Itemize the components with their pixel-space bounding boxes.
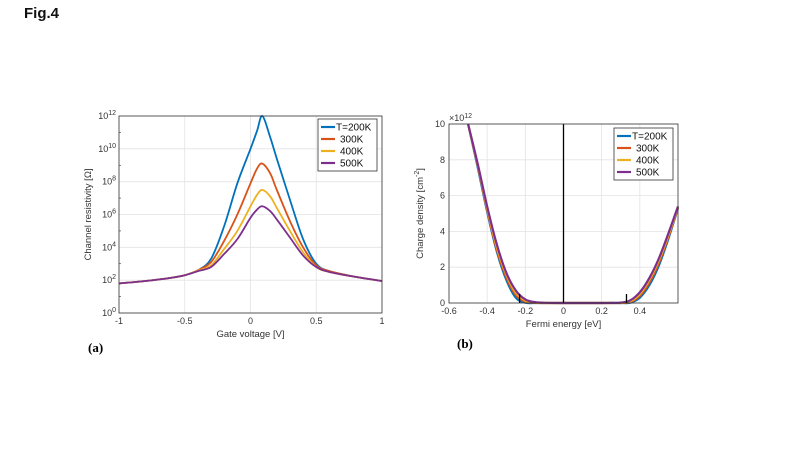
x-tick-label: 0.4	[634, 306, 647, 316]
y-tick-label: 8	[440, 155, 445, 165]
y-tick-label: 100	[102, 307, 116, 318]
y-tick-label: 10	[435, 119, 445, 129]
chart-b: -0.6 -0.4 -0.2 0 0.2 0.4 0 2 4 6 8 10 T=200K300K400K…	[414, 113, 680, 351]
x-tick-label: 0.2	[595, 306, 608, 316]
y-tick-label: 108	[102, 176, 116, 187]
y-tick-label: 6	[440, 191, 445, 201]
y-tick-label: 1010	[98, 143, 116, 154]
axes-box	[448, 123, 679, 304]
chart-a: -1 -0.5 0 0.5 1 100 102 104 106 108 1010 1012 T=200K…	[83, 110, 385, 355]
figure-title: Fig.4	[24, 5, 60, 22]
x-tick-label: -0.2	[518, 306, 534, 316]
legend-label: 300K	[340, 135, 364, 146]
legend-label: 500K	[340, 159, 364, 170]
legend-label: 500K	[636, 168, 660, 179]
x-tick-label: 0	[248, 316, 253, 326]
panel-label-a: (a)	[88, 340, 103, 355]
legend-label: 400K	[636, 156, 660, 167]
y-axis-label: Charge density [cm-2]	[414, 168, 426, 259]
x-axis-label: Gate voltage [V]	[216, 329, 284, 340]
y-tick-label: 106	[102, 209, 116, 220]
legend-label: T=200K	[632, 132, 668, 143]
y-tick-label: 102	[102, 274, 116, 285]
legend-label: 300K	[636, 144, 660, 155]
y-tick-label: 2	[440, 262, 445, 272]
x-tick-label: -0.6	[441, 306, 457, 316]
panel-label-b: (b)	[457, 336, 473, 351]
y-tick-label: 1012	[98, 110, 116, 121]
x-tick-label: -0.5	[177, 316, 193, 326]
x-tick-label: -1	[115, 316, 123, 326]
y-multiplier: ×1012	[449, 113, 472, 123]
x-axis-label: Fermi energy [eV]	[526, 319, 602, 330]
y-tick-label: 4	[440, 226, 445, 236]
legend-label: T=200K	[336, 123, 372, 134]
legend-label: 400K	[340, 147, 364, 158]
x-tick-label: 0	[561, 306, 566, 316]
x-tick-label: -0.4	[479, 306, 495, 316]
y-tick-label: 104	[102, 241, 116, 252]
x-tick-label: 1	[379, 316, 384, 326]
axes-box	[118, 115, 383, 314]
series-line-T500	[118, 205, 383, 285]
y-tick-label: 0	[440, 298, 445, 308]
y-axis-label: Channel resistivity [Ω]	[83, 168, 94, 260]
x-tick-label: 0.5	[310, 316, 323, 326]
